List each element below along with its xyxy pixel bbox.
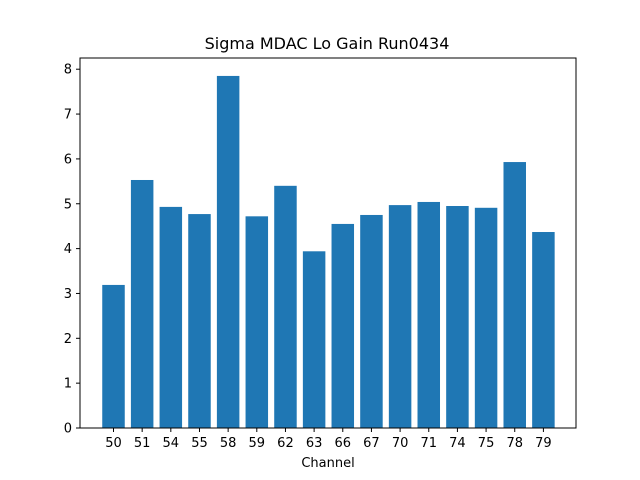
y-tick-label: 3 xyxy=(64,287,72,302)
plot-frame xyxy=(79,57,577,429)
y-tick-label: 4 xyxy=(64,242,72,257)
bar-62 xyxy=(274,185,297,428)
bar-71 xyxy=(417,201,441,428)
y-tick-label: 7 xyxy=(64,108,72,123)
bar-50 xyxy=(102,284,125,428)
bar-63 xyxy=(302,251,326,428)
x-tick-label: 59 xyxy=(249,436,266,451)
x-tick-label: 50 xyxy=(105,436,122,451)
x-tick-label: 78 xyxy=(506,436,523,451)
x-tick-label: 63 xyxy=(306,436,323,451)
x-tick-label: 55 xyxy=(191,436,208,451)
y-tick-label: 8 xyxy=(64,63,72,78)
bar-67 xyxy=(360,214,383,428)
y-axis: 0 1 2 3 4 5 6 7 8 xyxy=(64,63,80,437)
x-tick-label: 58 xyxy=(220,436,237,451)
x-tick-label: 66 xyxy=(335,436,352,451)
x-axis-label: Channel xyxy=(301,456,354,471)
x-tick-label: 71 xyxy=(420,436,437,451)
bars-group xyxy=(102,75,555,429)
bar-66 xyxy=(331,223,355,428)
chart-title: Sigma MDAC Lo Gain Run0434 xyxy=(205,34,450,53)
x-tick-label: 75 xyxy=(478,436,495,451)
bar-59 xyxy=(245,216,269,428)
bar-79 xyxy=(532,232,555,428)
y-tick-label: 2 xyxy=(64,332,72,347)
bar-55 xyxy=(188,214,211,428)
x-tick-label: 62 xyxy=(277,436,294,451)
y-tick-label: 6 xyxy=(64,152,72,167)
bar-74 xyxy=(446,206,469,428)
x-tick-label: 74 xyxy=(449,436,466,451)
y-tick-label: 0 xyxy=(64,422,72,437)
x-tick-label: 70 xyxy=(392,436,409,451)
y-tick-label: 5 xyxy=(64,197,72,212)
bar-54 xyxy=(159,206,183,428)
x-axis: 50 51 54 55 58 59 62 63 66 67 70 71 74 75 78 79 xyxy=(105,428,552,451)
x-tick-label: 67 xyxy=(363,436,380,451)
bar-75 xyxy=(474,207,498,428)
x-tick-label: 51 xyxy=(134,436,151,451)
bar-51 xyxy=(130,179,154,428)
bar-58 xyxy=(216,75,240,428)
y-tick-label: 1 xyxy=(64,377,72,392)
bar-78 xyxy=(503,162,526,429)
x-tick-label: 79 xyxy=(535,436,552,451)
bar-70 xyxy=(388,205,412,428)
x-tick-label: 54 xyxy=(163,436,180,451)
